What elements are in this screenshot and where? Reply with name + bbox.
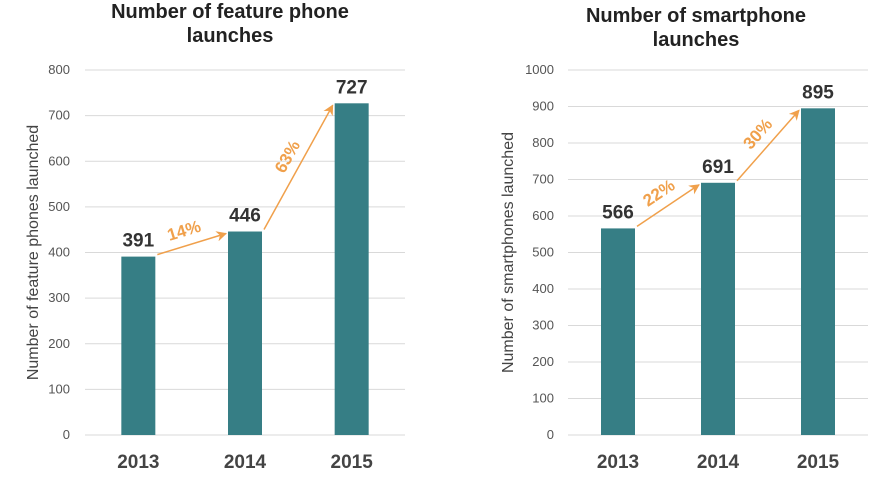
growth-label: 30% [739, 115, 776, 153]
growth-arrow [157, 231, 228, 256]
y-tick-label: 0 [63, 427, 70, 442]
x-tick-label: 2014 [697, 452, 740, 473]
bar-chart-feature-phones: 0 100 200 300 400 500 600 700 800 Number of featu… [25, 62, 405, 473]
y-axis-label: Number of smartphones launched [500, 132, 517, 373]
chart-title-line: launches [186, 25, 274, 47]
y-tick-label: 500 [48, 199, 70, 214]
chart-title-line: launches [652, 29, 740, 51]
growth-arrow [263, 104, 334, 230]
data-label: 566 [602, 202, 634, 223]
bar [334, 103, 369, 436]
bar-chart-smartphones: 0 100 200 300 400 500 600 700 800 900 1000 Number o… [500, 62, 868, 473]
y-tick-label: 1000 [525, 62, 554, 77]
growth-arrow [736, 109, 800, 182]
data-label: 391 [122, 231, 154, 252]
x-tick-label: 2013 [117, 452, 159, 473]
growth-label: 63% [271, 137, 304, 176]
x-tick-label: 2013 [597, 452, 639, 473]
y-axis-label: Number of feature phones launched [25, 125, 42, 380]
bar [121, 256, 156, 435]
y-tick-label: 200 [48, 336, 70, 351]
chart-title-line: Number of feature phone [111, 1, 349, 23]
y-tick-label: 200 [532, 354, 554, 369]
x-tick-label: 2015 [331, 452, 374, 473]
y-tick-label: 800 [532, 135, 554, 150]
y-tick-label: 500 [532, 245, 554, 260]
y-tick-label: 600 [48, 153, 70, 168]
y-tick-label: 700 [532, 172, 554, 187]
y-tick-label: 300 [532, 318, 554, 333]
y-tick-label: 900 [532, 99, 554, 114]
bar [228, 231, 262, 435]
bar [801, 108, 835, 435]
chart-title: Number of smartphone launches [496, 4, 892, 52]
data-label: 895 [802, 82, 834, 103]
y-tick-label: 400 [48, 245, 70, 260]
growth-label: 22% [640, 176, 679, 211]
chart-panel-feature-phones: Number of feature phone launches 0 100 200… [20, 0, 440, 473]
x-tick-label: 2014 [224, 452, 267, 473]
chart-title: Number of feature phone launches [20, 0, 440, 48]
x-tick-label: 2015 [797, 452, 840, 473]
growth-label: 14% [165, 217, 203, 245]
y-tick-label: 600 [532, 208, 554, 223]
y-tick-label: 100 [532, 391, 554, 406]
data-label: 727 [336, 77, 368, 98]
y-tick-label: 0 [547, 427, 554, 442]
growth-arrow [636, 184, 700, 228]
bar [701, 182, 735, 435]
bar [601, 228, 635, 435]
data-label: 446 [229, 206, 261, 227]
y-tick-label: 700 [48, 108, 70, 123]
chart-panel-smartphones: Number of smartphone launches 0 100 200 300… [446, 0, 892, 484]
data-label: 691 [702, 157, 734, 178]
y-tick-label: 800 [48, 62, 70, 77]
y-tick-label: 100 [48, 381, 70, 396]
y-tick-label: 300 [48, 290, 70, 305]
y-tick-label: 400 [532, 281, 554, 296]
chart-title-line: Number of smartphone [585, 5, 807, 27]
